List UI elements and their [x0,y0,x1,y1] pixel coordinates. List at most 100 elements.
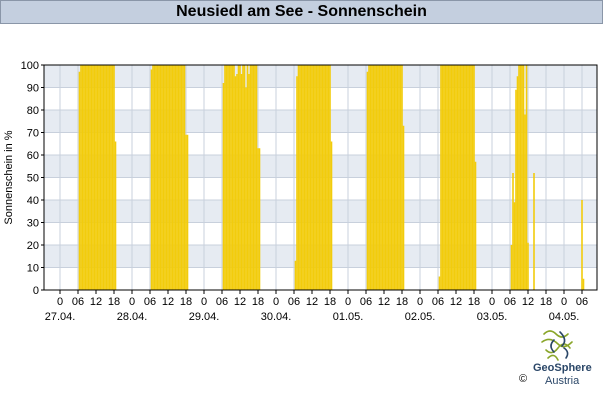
sunshine-bar [366,71,369,290]
sunshine-bar [153,65,156,290]
sunshine-bar [399,65,402,290]
sunshine-bar [101,65,103,290]
x-hour-label: 0 [129,296,135,308]
sunshine-bar [401,65,403,290]
x-date-label: 01.05. [333,311,364,323]
title-bar: Neusiedl am See - Sonnenschein [0,0,603,24]
sunshine-bar [384,65,387,290]
sunshine-bar [86,65,88,290]
sunshine-bar [459,65,462,290]
x-hour-label: 18 [180,296,192,308]
sunshine-bar [164,65,166,290]
x-hour-label: 06 [360,296,372,308]
sunshine-bar [522,65,525,290]
sunshine-bar [170,65,172,290]
sunshine-bar [233,65,235,290]
chart-title: Neusiedl am See - Sonnenschein [176,3,427,20]
x-hour-label: 12 [522,296,534,308]
y-axis-label: Sonnenschein in % [3,130,15,224]
x-hour-label: 12 [450,296,462,308]
sunshine-bar [177,65,180,290]
sunshine-bar [228,65,231,290]
x-hour-label: 12 [234,296,246,308]
sunshine-bar [239,65,241,290]
sunshine-bar [389,65,391,290]
sunshine-bar [398,65,400,290]
x-hour-label: 0 [489,296,495,308]
sunshine-bar [107,65,109,290]
sunshine-bar [182,65,184,290]
sunshine-bar [309,65,312,290]
sunshine-bar [308,65,310,290]
sunshine-bar [452,65,454,290]
sunshine-bar [171,65,174,290]
sunshine-bar [242,65,244,290]
sunshine-bar [458,65,460,290]
sunshine-bar [165,65,168,290]
sunshine-bar [377,65,379,290]
sunshine-bar [186,134,189,290]
x-hour-label: 06 [576,296,588,308]
sunshine-bar [299,65,301,290]
sunshine-bar [156,65,159,290]
y-tick-label: 80 [27,105,39,117]
sunshine-bar [249,65,252,290]
sunshine-bar [183,65,186,290]
sunshine-bar [387,65,390,290]
sunshine-bar [230,65,232,290]
sunshine-bar [516,76,519,290]
sunshine-bar [317,65,319,290]
sunshine-bar [474,161,477,290]
y-tick-label: 0 [33,285,39,297]
sunshine-bar [95,65,97,290]
sunshine-bar [179,65,181,290]
x-hour-label: 18 [324,296,336,308]
sunshine-bar [257,148,259,290]
sunshine-bar [396,65,399,290]
sunshine-bar [225,65,228,290]
y-tick-label: 60 [27,150,39,162]
sunshine-bar [402,125,405,290]
sunshine-bar [102,65,105,290]
sunshine-bar [441,65,444,290]
sunshine-bar [96,65,99,290]
sunshine-bar [380,65,382,290]
x-hour-label: 06 [216,296,228,308]
x-hour-label: 18 [468,296,480,308]
sunshine-bar [258,148,261,290]
sunshine-bar [513,202,516,290]
sunshine-bar [185,134,187,290]
sunshine-bar [467,65,469,290]
sunshine-bar [297,65,300,290]
sunshine-bar [521,65,523,290]
logo-subtitle: Austria [545,375,580,387]
sunshine-bar [87,65,90,290]
sunshine-bar [443,65,445,290]
sunshine-bar [438,276,441,290]
sunshine-bar [227,65,229,290]
x-date-label: 04.05. [549,311,580,323]
sunshine-bar [462,65,465,290]
sunshine-bar [393,65,396,290]
sunshine-bar [392,65,394,290]
sunshine-bar [104,65,106,290]
sunshine-bar [314,65,316,290]
sunshine-bar [108,65,111,290]
sunshine-bar [369,65,372,290]
sunshine-bar [251,65,253,290]
sunshine-bar [231,65,234,290]
sunshine-bar [222,83,225,290]
x-hour-label: 18 [252,296,264,308]
sunshine-bar [447,65,450,290]
sunshine-bar [161,65,163,290]
sunshine-bar [321,65,324,290]
sunshine-bar [152,65,154,290]
sunshine-bar [150,69,153,290]
sunshine-bar [305,65,307,290]
y-tick-label: 10 [27,263,39,275]
sunshine-bar [518,65,520,290]
sunshine-bar [168,65,171,290]
sunshine-bar [234,76,237,290]
sunshine-bar [381,65,384,290]
x-date-label: 03.05. [477,311,508,323]
